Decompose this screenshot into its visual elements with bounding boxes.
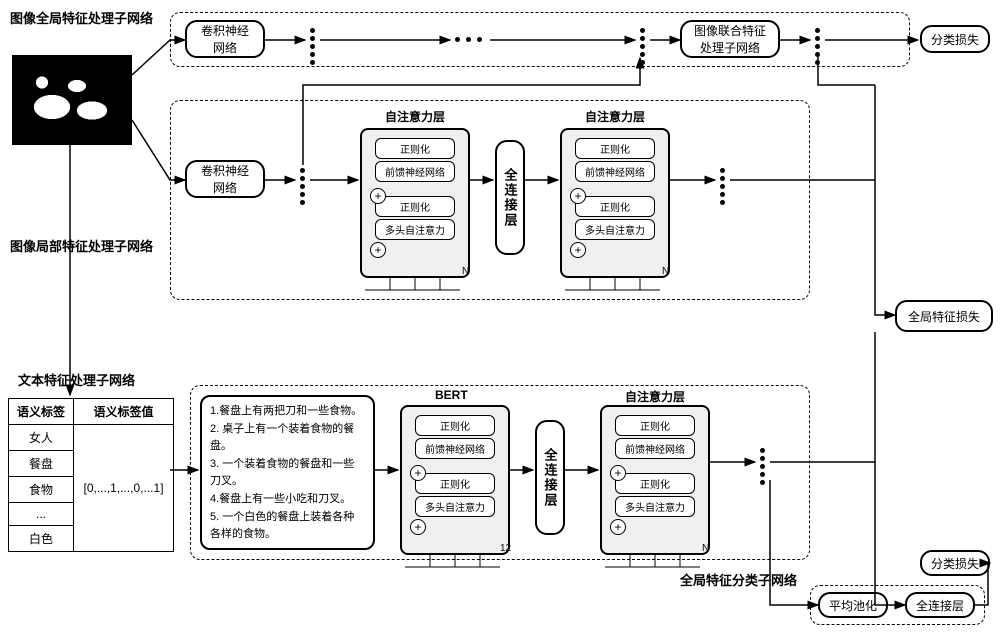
dots-top-mid [455,37,482,42]
attn1-plus2: + [370,242,386,258]
global-feat-loss-box: 全局特征损失 [895,300,993,332]
attn1-repeat: N [462,266,469,277]
attn3-plus2: + [610,519,626,535]
attn3-norm1: 正则化 [615,415,695,436]
class-loss-top: 分类损失 [920,25,990,53]
cnn-box-mid: 卷积神经 网络 [185,160,265,198]
fc-vertical-bot-text: 全连接层 [541,448,560,508]
bert-title: BERT [435,388,468,402]
attn1-norm2: 正则化 [375,196,455,217]
sem-row-2: 食物 [9,477,74,503]
attn2-repeat: N [662,266,669,277]
attn1-plus1: + [370,188,386,204]
sem-row-4: 白色 [9,526,74,552]
input-image [12,55,132,145]
attn-block-2: 正则化 前馈神经网络 + 正则化 多头自注意力 + [560,128,670,278]
label-local-feat-net: 图像局部特征处理子网络 [10,236,153,255]
attn2-plus1: + [570,188,586,204]
dots-top-3 [815,28,820,65]
attn-title-3: 自注意力层 [625,388,685,405]
dots-mid-2 [720,168,725,205]
class-loss-bot: 分类损失 [920,550,990,576]
semantic-table: 语义标签 语义标签值 女人 [0,...,1,...,0,...1] 餐盘 食物… [8,398,174,552]
attn2-norm1: 正则化 [575,138,655,159]
attn2-plus2: + [570,242,586,258]
attn-block-1: 正则化 前馈神经网络 + 正则化 多头自注意力 + [360,128,470,278]
attn3-norm2: 正则化 [615,473,695,494]
dots-top-2 [640,28,645,65]
bert-plus2: + [410,519,426,535]
attn1-norm1: 正则化 [375,138,455,159]
image-joint-feat-box: 图像联合特征 处理子网络 [680,20,780,58]
label-global-classifier: 全局特征分类子网络 [680,570,797,589]
sentence-2: 2. 桌子上有一个装着食物的餐盘。 [210,421,365,456]
cnn-box-top: 卷积神经 网络 [185,20,265,58]
sentence-1: 1.餐盘上有两把刀和一些食物。 [210,403,365,421]
attn1-mhsa: 多头自注意力 [375,219,455,240]
label-global-feat-net: 图像全局特征处理子网络 [10,8,153,27]
bert-norm2: 正则化 [415,473,495,494]
fc-box: 全连接层 [905,592,975,618]
sentence-4: 4.餐盘上有一些小吃和刀叉。 [210,491,365,509]
attn2-norm2: 正则化 [575,196,655,217]
dots-top-1 [310,28,315,65]
bert-mhsa: 多头自注意力 [415,496,495,517]
fc-vertical-mid: 全连接层 [495,140,525,255]
sem-row-0: 女人 [9,425,74,451]
bert-plus1: + [410,465,426,481]
bert-block: 正则化 前馈神经网络 + 正则化 多头自注意力 + [400,405,510,555]
bert-norm1: 正则化 [415,415,495,436]
attn3-mhsa: 多头自注意力 [615,496,695,517]
sentence-3: 3. 一个装着食物的餐盘和一些刀叉。 [210,456,365,491]
attn3-plus1: + [610,465,626,481]
attn3-repeat: N [702,543,709,554]
attn-block-3: 正则化 前馈神经网络 + 正则化 多头自注意力 + [600,405,710,555]
attn3-ffn: 前馈神经网络 [615,438,695,459]
dots-mid-1 [300,168,305,205]
sem-row-1: 餐盘 [9,451,74,477]
semantic-th-2: 语义标签值 [74,399,174,425]
fc-vertical-mid-text: 全连接层 [501,168,520,228]
semantic-th-1: 语义标签 [9,399,74,425]
sentences-box: 1.餐盘上有两把刀和一些食物。 2. 桌子上有一个装着食物的餐盘。 3. 一个装… [200,395,375,550]
bert-ffn: 前馈神经网络 [415,438,495,459]
attn1-ffn: 前馈神经网络 [375,161,455,182]
dots-bot-1 [760,448,765,485]
label-text-feat-net: 文本特征处理子网络 [18,370,135,389]
attn-title-2: 自注意力层 [585,108,645,125]
attn-title-1: 自注意力层 [385,108,445,125]
region-local-feat [170,100,810,300]
sem-value-vector: [0,...,1,...,0,...1] [74,425,174,552]
attn2-mhsa: 多头自注意力 [575,219,655,240]
region-global-feat [170,12,910,67]
avg-pool-box: 平均池化 [818,592,888,618]
fc-vertical-bot: 全连接层 [535,420,565,535]
sem-row-3: ... [9,503,74,526]
attn2-ffn: 前馈神经网络 [575,161,655,182]
bert-repeat: 12 [500,543,511,554]
sentence-5: 5. 一个白色的餐盘上装着各种各样的食物。 [210,509,365,544]
